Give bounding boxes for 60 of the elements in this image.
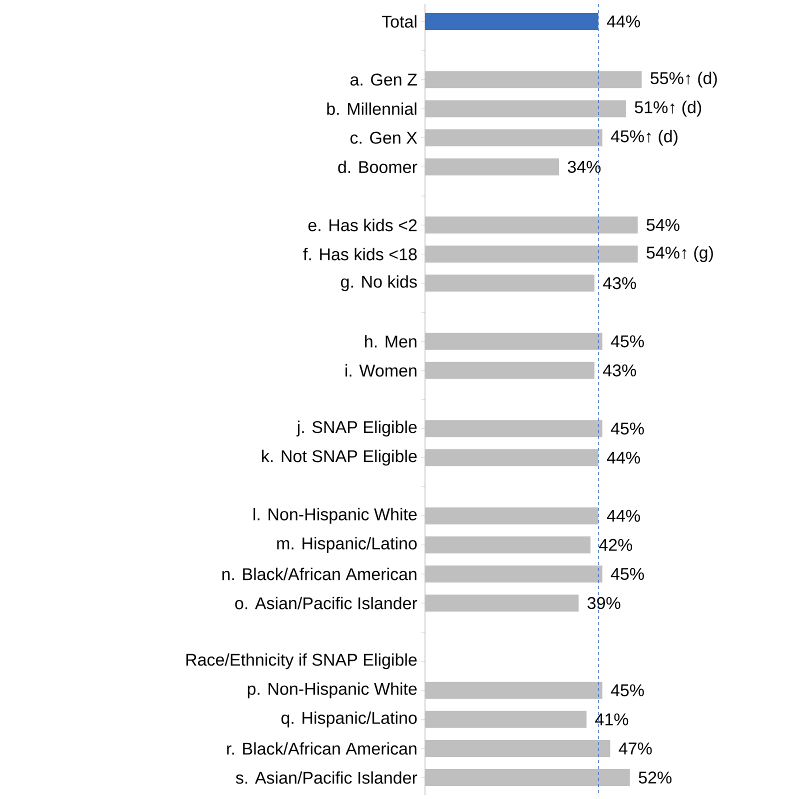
- y-tick-label: p. Non-Hispanic White: [248, 682, 417, 698]
- y-tick-label: q. Hispanic/Latino: [281, 711, 417, 728]
- y-tick-label: a. Gen Z: [350, 74, 417, 86]
- bar: [425, 710, 587, 728]
- y-tick-label: d. Boomer: [338, 160, 418, 174]
- bar: [425, 362, 594, 379]
- data-label: 45%↑ (d): [610, 130, 678, 146]
- data-label: 34%: [568, 160, 601, 173]
- data-label: 45%: [610, 568, 644, 580]
- data-label: 43%: [603, 364, 636, 376]
- data-label: 54%: [646, 219, 680, 232]
- data-label: 45%: [610, 422, 644, 435]
- bar: [425, 246, 638, 263]
- data-label: 45%: [610, 684, 644, 696]
- y-tick-label: o. Asian/Pacific Islander: [235, 596, 418, 610]
- bar: [425, 536, 590, 554]
- bar: [425, 158, 559, 176]
- data-label: 45%: [610, 335, 644, 348]
- y-tick-label: r. Black/African American: [227, 742, 416, 755]
- y-tick-label: b. Millennial: [327, 102, 416, 115]
- y-tick-label: g. No kids: [341, 275, 417, 292]
- data-label: 55%↑ (d): [650, 72, 717, 88]
- y-tick-label: k. Not SNAP Eligible: [262, 450, 417, 466]
- bar: [425, 332, 602, 350]
- y-tick-label: j. SNAP Eligible: [296, 420, 417, 437]
- data-label: 44%: [606, 16, 640, 28]
- bar: [425, 507, 598, 524]
- bar: [425, 216, 638, 234]
- data-label: 47%: [618, 742, 652, 754]
- y-tick-label: i. Women: [346, 364, 416, 377]
- bar: [425, 100, 626, 118]
- data-label: 43%: [603, 277, 636, 290]
- data-label: 44%: [606, 510, 640, 522]
- bar: [425, 129, 602, 146]
- bar: [425, 274, 594, 292]
- y-tick-label: n. Black/African American: [222, 568, 416, 580]
- data-label: 54%↑ (g): [646, 246, 713, 262]
- bar: [425, 71, 642, 88]
- data-label: 39%: [588, 597, 620, 610]
- bar: [425, 594, 579, 612]
- y-tick-label: c. Gen X: [350, 132, 418, 144]
- y-tick-label: Total: [382, 15, 416, 28]
- y-tick-label: h. Men: [365, 335, 416, 348]
- data-label: 41%: [595, 713, 628, 726]
- bar: [425, 769, 630, 786]
- data-label: 51%↑ (d): [634, 100, 702, 117]
- bar: [425, 565, 602, 582]
- data-label: 44%: [606, 452, 640, 464]
- y-tick-label: s. Asian/Pacific Islander: [236, 771, 418, 784]
- bar: [425, 420, 602, 438]
- y-tick-label: l. Non-Hispanic White: [254, 508, 417, 524]
- y-tick-label: f. Has kids <18: [303, 248, 417, 260]
- bar: [425, 449, 598, 466]
- y-tick-label: m. Hispanic/Latino: [277, 536, 417, 553]
- data-label: 42%: [599, 538, 632, 551]
- y-tick-label: e. Has kids <2: [308, 218, 417, 232]
- y-tick-label: Race/Ethnicity if SNAP Eligible: [186, 653, 417, 670]
- data-label: 52%: [638, 772, 672, 784]
- bar: [425, 682, 602, 699]
- bar: [425, 740, 610, 757]
